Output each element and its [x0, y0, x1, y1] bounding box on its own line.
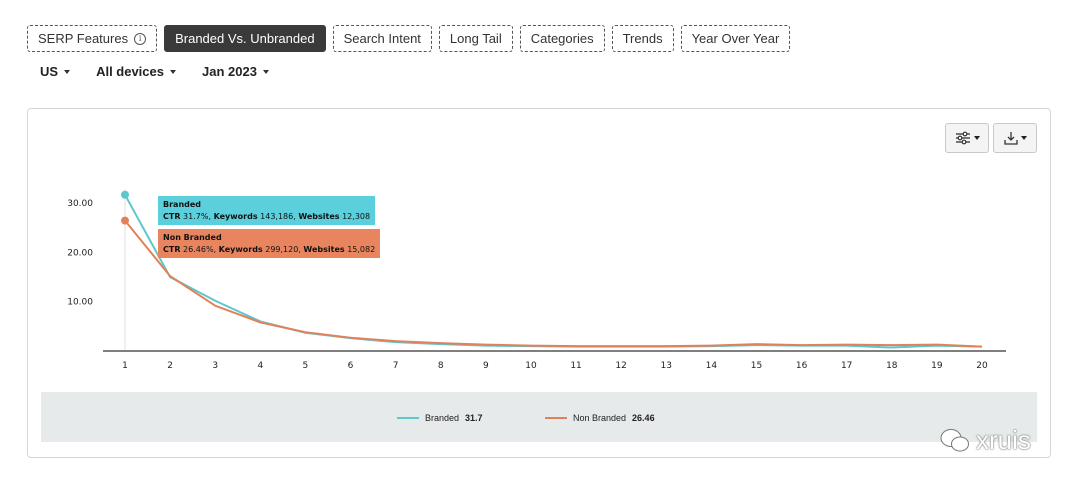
x-tick-label: 19: [931, 361, 943, 371]
y-axis: 10.00 20.00 30.00: [67, 199, 93, 308]
x-tick-label: 4: [257, 361, 263, 371]
legend-swatch: [397, 417, 419, 419]
x-tick-label: 3: [212, 361, 218, 371]
x-axis: 1 2 3 4 5 6 7 8 9 10 11 12 13 14 15 16 17 18 19 20: [122, 361, 988, 371]
tooltip-ctr-label: CTR: [163, 245, 181, 254]
series-group: [121, 190, 983, 349]
y-tick-label: 10.00: [67, 298, 93, 308]
tooltip-non-branded-websites: 15,082: [347, 245, 376, 254]
x-tick-label: 14: [706, 361, 718, 371]
tab-long-tail[interactable]: Long Tail: [438, 25, 513, 52]
legend-item-non-branded[interactable]: Non Branded 26.46: [545, 413, 655, 423]
watermark: xruis: [940, 425, 1031, 456]
y-tick-label: 30.00: [67, 199, 93, 209]
x-tick-label: 15: [751, 361, 762, 371]
tab-trends[interactable]: Trends: [611, 25, 674, 52]
tooltip-ctr-label: CTR: [163, 212, 181, 221]
tooltip-non-branded-ctr: 26.46%: [183, 245, 214, 254]
tab-branded-vs-unbranded[interactable]: Branded Vs. Unbranded: [164, 25, 326, 52]
legend-branded-value: 31.7: [465, 413, 483, 423]
x-tick-label: 12: [615, 361, 626, 371]
legend-swatch: [545, 417, 567, 419]
legend-non-branded-label: Non Branded: [573, 413, 627, 423]
chart-legend: Branded 31.7 Non Branded 26.46: [41, 392, 1037, 442]
tooltip-branded-name: Branded: [163, 200, 202, 209]
x-tick-label: 13: [661, 361, 672, 371]
country-label: US: [40, 64, 59, 79]
chart-download-button[interactable]: [993, 123, 1037, 153]
watermark-text: xruis: [976, 425, 1031, 455]
x-tick-label: 17: [841, 361, 852, 371]
x-tick-label: 11: [570, 361, 581, 371]
x-tick-label: 5: [303, 361, 309, 371]
tooltip-branded-keywords: 143,186: [260, 212, 294, 221]
sliders-icon: [955, 131, 970, 145]
tooltip-keywords-label: Keywords: [218, 245, 263, 254]
legend-non-branded-value: 26.46: [632, 413, 655, 423]
series-line: [124, 219, 983, 348]
x-tick-label: 20: [976, 361, 988, 371]
x-tick-label: 10: [525, 361, 537, 371]
x-tick-label: 7: [393, 361, 399, 371]
chevron-down-icon: [1020, 136, 1027, 140]
tooltip-keywords-label: Keywords: [213, 212, 258, 221]
info-icon[interactable]: i: [134, 32, 147, 45]
non-branded-tooltip: Non Branded CTR 26.46%, Keywords 299,120…: [158, 229, 381, 258]
report-tabs: SERP Features i Branded Vs. Unbranded Se…: [27, 25, 791, 52]
tooltip-non-branded-name: Non Branded: [163, 233, 222, 242]
series-point[interactable]: [121, 216, 129, 225]
x-tick-label: 6: [348, 361, 354, 371]
chart-settings-button[interactable]: [945, 123, 989, 153]
branded-tooltip: Branded CTR 31.7%, Keywords 143,186, Web…: [158, 196, 376, 225]
series-point[interactable]: [121, 190, 129, 199]
x-tick-label: 18: [886, 361, 898, 371]
date-label: Jan 2023: [202, 64, 257, 79]
tooltip-non-branded-keywords: 299,120: [265, 245, 299, 254]
chevron-down-icon: [973, 136, 980, 140]
devices-dropdown[interactable]: All devices: [96, 64, 176, 79]
x-tick-label: 1: [122, 361, 128, 371]
tab-serp-features-label: SERP Features: [38, 31, 129, 46]
country-dropdown[interactable]: US: [40, 64, 71, 79]
chevron-down-icon: [64, 69, 71, 74]
x-tick-label: 16: [796, 361, 808, 371]
legend-branded-label: Branded: [425, 413, 460, 423]
date-dropdown[interactable]: Jan 2023: [202, 64, 269, 79]
y-tick-label: 20.00: [67, 248, 93, 258]
download-icon: [1003, 132, 1018, 145]
filter-bar: US All devices Jan 2023: [40, 64, 269, 79]
devices-label: All devices: [96, 64, 164, 79]
x-tick-label: 9: [483, 361, 489, 371]
chevron-down-icon: [170, 69, 176, 74]
tooltip-websites-label: Websites: [298, 212, 340, 221]
tab-year-over-year[interactable]: Year Over Year: [680, 25, 791, 52]
tooltip-branded-ctr: 31.7%: [183, 212, 209, 221]
tab-categories[interactable]: Categories: [519, 25, 605, 52]
legend-item-branded[interactable]: Branded 31.7: [397, 413, 483, 423]
tab-search-intent[interactable]: Search Intent: [332, 25, 432, 52]
tab-serp-features[interactable]: SERP Features i: [27, 25, 158, 52]
tooltip-websites-label: Websites: [303, 245, 345, 254]
chat-bubble-icon: [940, 428, 969, 451]
x-tick-label: 8: [438, 361, 444, 371]
chart-panel: 10.00 20.00 30.00 1 2 3 4 5 6 7 8 9 10 11 12 13 14 15 16 1…: [27, 108, 1051, 458]
tooltip-branded-websites: 12,308: [342, 212, 371, 221]
chevron-down-icon: [262, 69, 269, 74]
x-tick-label: 2: [167, 361, 173, 371]
